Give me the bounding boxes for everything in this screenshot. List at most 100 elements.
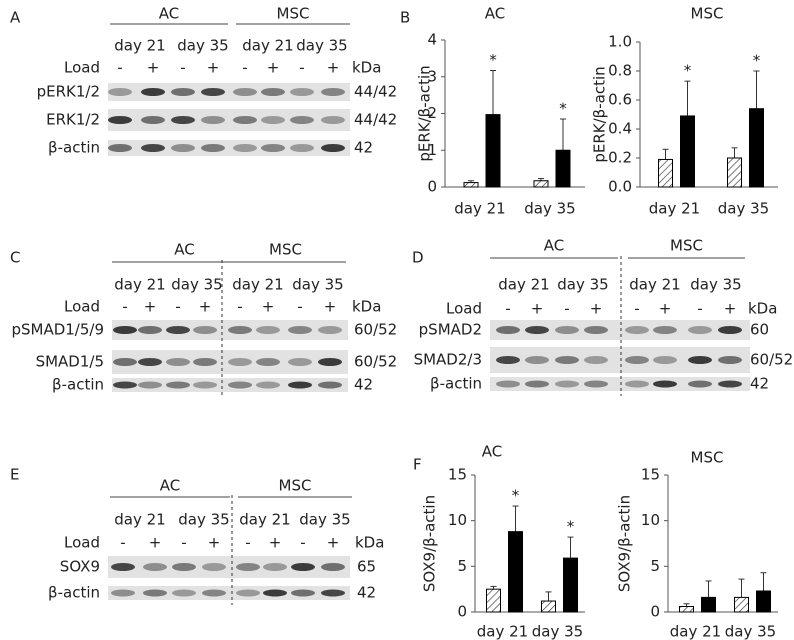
blot-band [718, 356, 742, 364]
group-label: MSC [269, 241, 302, 259]
row-kda: 42 [357, 584, 376, 602]
load-sign: + [144, 298, 157, 316]
blot-band [141, 116, 165, 124]
blot-band [625, 356, 649, 364]
blot-band [718, 380, 742, 388]
day-label: day 35 [178, 511, 229, 529]
blot-band [525, 356, 549, 364]
row-kda: 60/52 [354, 321, 397, 339]
x-tick-label: day 35 [725, 623, 776, 640]
blot-band [228, 326, 252, 334]
blot-band [555, 380, 579, 388]
y-tick-label: 10 [448, 511, 467, 529]
y-tick-label: 0 [650, 603, 660, 621]
row-label: ERK1/2 [46, 111, 100, 129]
blot-band [228, 358, 252, 366]
load-sign: + [147, 59, 160, 77]
load-sign: - [117, 59, 122, 77]
blot-band [653, 326, 677, 334]
blot-strip [108, 556, 350, 578]
significance-mark: * [512, 487, 520, 505]
group-label: MSC [670, 237, 703, 255]
blot-band [256, 358, 280, 366]
blot-band [288, 381, 312, 389]
x-tick-label: day 21 [670, 623, 721, 640]
blot-band [113, 326, 137, 334]
load-sign: + [659, 300, 672, 318]
load-sign: - [697, 300, 702, 318]
group-label: MSC [279, 477, 312, 495]
bar [555, 149, 571, 188]
day-label: day 35 [299, 511, 350, 529]
row-label: pSMAD1/5/9 [11, 321, 104, 339]
blot-band [555, 356, 579, 364]
significance-mark: * [753, 52, 761, 70]
group-label: AC [174, 241, 194, 259]
day-label: day 21 [629, 276, 680, 294]
blot-band [113, 358, 137, 366]
blot-band [256, 381, 280, 389]
load-sign: + [590, 300, 603, 318]
blot-band [202, 589, 226, 597]
blot-band [202, 563, 226, 571]
blot-band [172, 563, 196, 571]
bar [485, 114, 501, 188]
blot-band [321, 116, 345, 124]
y-axis-label: pERK/β-actin [591, 66, 609, 162]
blot-band [233, 116, 257, 124]
panel-letter: D [412, 249, 424, 267]
blot-band [201, 88, 225, 96]
bar [734, 596, 749, 613]
bar [727, 157, 742, 188]
load-sign: - [242, 59, 247, 77]
load-label: Load [64, 298, 100, 316]
blot-band [318, 358, 342, 366]
row-label: β-actin [52, 376, 104, 394]
bar [563, 557, 578, 613]
load-sign: - [505, 300, 510, 318]
load-label: Load [64, 59, 100, 77]
y-tick-label: 0.4 [608, 120, 632, 138]
row-label: β-actin [48, 584, 100, 602]
bar [533, 180, 549, 188]
y-tick-label: 15 [641, 466, 660, 484]
blot-band [193, 326, 217, 334]
group-label: AC [544, 237, 564, 255]
y-tick-label: 4 [427, 31, 437, 49]
y-axis-label: SOX9/β-actin [421, 495, 439, 592]
bar [701, 596, 716, 613]
blot-band [625, 380, 649, 388]
blot-band [236, 563, 260, 571]
row-kda: 44/42 [354, 83, 397, 101]
blot-strip [108, 586, 350, 600]
panel-letter: F [413, 456, 422, 474]
row-kda: 60 [750, 321, 769, 339]
row-label: β-actin [48, 139, 100, 157]
y-axis-label: SOX9/β-actin [616, 495, 634, 592]
blot-band [172, 589, 196, 597]
blot-band [584, 380, 608, 388]
blot-strip [108, 140, 350, 156]
blot-band [584, 356, 608, 364]
blot-band [108, 116, 132, 124]
load-sign: + [267, 59, 280, 77]
load-sign: + [324, 298, 337, 316]
blot-band [290, 88, 314, 96]
blot-band [233, 144, 257, 152]
blot-band [141, 88, 165, 96]
significance-mark: * [684, 62, 692, 80]
blot-band [263, 589, 287, 597]
bar [680, 115, 695, 188]
blot-band [201, 116, 225, 124]
blot-band [228, 381, 252, 389]
y-tick-label: 15 [448, 466, 467, 484]
bar [749, 108, 764, 188]
load-sign: - [564, 300, 569, 318]
load-label: Load [64, 534, 100, 552]
day-label: day 35 [171, 276, 222, 294]
load-sign: + [327, 59, 340, 77]
blot-band [111, 589, 135, 597]
row-kda: 42 [354, 139, 373, 157]
blot-strip [112, 378, 348, 392]
load-sign: - [180, 59, 185, 77]
